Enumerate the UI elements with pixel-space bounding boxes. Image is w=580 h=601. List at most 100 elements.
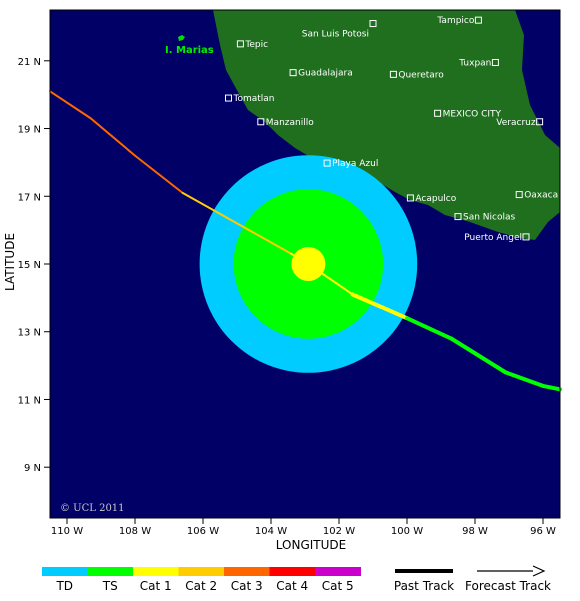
legend-swatch <box>269 567 316 576</box>
city-label: Oaxaca <box>524 191 558 201</box>
city-square-icon <box>257 118 265 126</box>
city-square-icon <box>323 159 331 167</box>
track-segment <box>49 90 92 120</box>
city-label: Manzanillo <box>266 118 314 128</box>
track-segment <box>350 292 409 321</box>
legend-swatch <box>224 567 270 576</box>
x-tick-label: 110 W <box>51 526 83 537</box>
islas-marias <box>178 35 185 41</box>
past-track-legend: Past Track <box>394 569 454 593</box>
forecast-track-label: Forecast Track <box>465 579 551 593</box>
legend-label: Cat 3 <box>231 579 263 593</box>
city-marker: Veracruz <box>496 118 544 128</box>
city-label: San Nicolas <box>463 213 515 223</box>
city-label: Queretaro <box>398 70 444 80</box>
legend-swatch <box>178 567 225 576</box>
track-segment <box>134 154 184 194</box>
legend-label: TS <box>102 579 118 593</box>
city-markers: Tampico San Luis Potosi Tepic Tuxpan Guadala… <box>225 16 558 243</box>
city-label: Tepic <box>244 40 268 50</box>
track-segment <box>449 336 508 375</box>
x-tick-label: 98 W <box>462 526 488 537</box>
legend-swatch <box>87 567 134 576</box>
city-label: Puerto Angel <box>464 233 522 243</box>
y-tick-label: 17 N <box>18 192 41 203</box>
track-segment <box>89 117 136 157</box>
city-marker: Tomatlan <box>225 94 275 104</box>
track-segment <box>236 222 293 255</box>
city-square-icon <box>522 233 530 241</box>
city-marker: MEXICO CITY <box>434 109 502 119</box>
city-marker: Tepic <box>236 40 268 50</box>
x-tick-label: 96 W <box>530 526 556 537</box>
y-tick-label: 9 N <box>24 463 41 474</box>
city-marker: Playa Azul <box>323 159 378 169</box>
city-label: Tomatlan <box>233 94 275 104</box>
city-square-icon <box>389 70 397 78</box>
city-square-icon <box>434 109 442 117</box>
x-tick-label: 102 W <box>323 526 355 537</box>
x-tick-label: 100 W <box>391 526 423 537</box>
city-square-icon <box>536 118 544 126</box>
city-square-icon <box>369 20 377 28</box>
y-tick-label: 15 N <box>18 260 41 271</box>
city-square-icon <box>236 40 244 48</box>
x-tick-label: 106 W <box>187 526 219 537</box>
city-square-icon <box>225 94 232 102</box>
legend-label: Cat 5 <box>322 579 354 593</box>
y-tick-label: 11 N <box>18 395 41 406</box>
storm-track <box>49 90 562 392</box>
x-axis-title: LONGITUDE <box>276 538 346 552</box>
past-track-label: Past Track <box>394 579 454 593</box>
city-label: Acapulco <box>415 194 456 204</box>
city-marker: Oaxaca <box>515 191 558 201</box>
city-marker: Acapulco <box>406 194 457 204</box>
legend-swatch <box>42 567 88 576</box>
y-tick-label: 13 N <box>18 328 41 339</box>
city-label: Tampico <box>436 16 474 26</box>
city-square-icon <box>454 213 462 221</box>
track-segment <box>405 316 454 341</box>
city-marker: Tuxpan <box>458 58 499 68</box>
city-marker: San Luis Potosi <box>302 20 377 40</box>
city-marker: Tampico <box>436 16 482 26</box>
legend-label: Cat 4 <box>276 579 308 593</box>
city-square-icon <box>491 58 499 66</box>
legend-swatch <box>315 567 361 576</box>
x-axis: 110 W 108 W 106 W 104 W 102 W 100 W 98 W 96 W <box>51 518 556 537</box>
city-label: San Luis Potosi <box>302 30 369 40</box>
city-marker: Puerto Angel <box>464 233 530 243</box>
island-label: I. Marias <box>165 45 214 56</box>
city-label: MEXICO CITY <box>443 109 502 119</box>
x-tick-label: 108 W <box>119 526 151 537</box>
city-square-icon <box>406 194 414 202</box>
city-square-icon <box>515 191 523 199</box>
city-square-icon <box>289 69 297 77</box>
storm-center-cat1 <box>291 247 326 281</box>
city-marker: Manzanillo <box>257 118 314 128</box>
legend-label: Cat 1 <box>140 579 172 593</box>
city-marker: Guadalajara <box>289 69 353 79</box>
track-segment <box>503 370 545 388</box>
mexico-landmass <box>213 10 560 240</box>
legend-label: Cat 2 <box>185 579 217 593</box>
city-label: Guadalajara <box>298 69 353 79</box>
y-axis: 21 N 19 N 17 N 15 N 13 N 11 N 9 N <box>18 57 50 474</box>
city-label: Veracruz <box>496 118 536 128</box>
city-label: Tuxpan <box>458 58 491 68</box>
city-label: Playa Azul <box>332 159 378 169</box>
city-square-icon <box>474 16 482 24</box>
city-marker: San Nicolas <box>454 213 515 223</box>
category-legend: TD TS Cat 1 Cat 2 Cat 3 Cat 4 Cat 5 <box>42 567 361 593</box>
legend-swatch <box>133 567 179 576</box>
y-tick-label: 19 N <box>18 125 41 136</box>
copyright: © UCL 2011 <box>60 503 125 514</box>
track-segment <box>541 383 562 392</box>
forecast-arrow-icon <box>532 565 546 577</box>
track-segment <box>181 191 238 225</box>
y-tick-label: 21 N <box>18 57 41 68</box>
forecast-track-legend: Forecast Track <box>465 565 551 593</box>
y-axis-title: LATITUDE <box>3 233 17 291</box>
plot-area: Tampico San Luis Potosi Tepic Tuxpan Guadala… <box>49 10 562 518</box>
